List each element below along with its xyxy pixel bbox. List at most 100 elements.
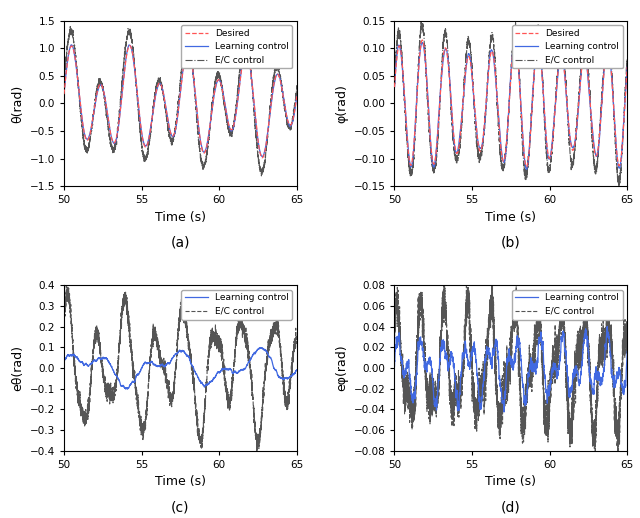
E/C control (67, 23, 74, 30)
E/C control (293, 87, 301, 93)
Desired (126, 42, 134, 49)
E/C control (390, 81, 398, 88)
Desired (282, 111, 290, 118)
E/C control (615, 182, 623, 189)
Learning control (172, 351, 180, 357)
Line: Desired: Desired (64, 46, 297, 157)
Text: (d): (d) (501, 500, 521, 514)
Learning control (153, 87, 161, 93)
Learning control (483, 85, 491, 91)
Line: Learning control: Learning control (394, 326, 627, 412)
Desired (106, 130, 114, 136)
Learning control (107, 130, 115, 136)
Learning control (138, 127, 145, 133)
Line: E/C control: E/C control (64, 286, 297, 452)
Learning control (138, 366, 145, 372)
Y-axis label: eφ(rad): eφ(rad) (335, 344, 348, 391)
E/C control (613, 428, 621, 435)
E/C control (437, 336, 445, 342)
E/C control (60, 307, 68, 313)
E/C control (417, 17, 425, 23)
Text: (b): (b) (501, 236, 521, 250)
Learning control (124, 386, 131, 392)
E/C control (63, 283, 70, 289)
E/C control (282, 113, 290, 120)
Learning control (172, 125, 180, 131)
Line: E/C control: E/C control (394, 271, 627, 462)
Learning control (153, 363, 161, 369)
Learning control (202, 382, 209, 388)
Learning control (502, 369, 510, 376)
Learning control (257, 344, 264, 351)
Line: Desired: Desired (394, 40, 627, 167)
Desired (202, 149, 209, 155)
Learning control (259, 153, 266, 160)
Desired (138, 127, 145, 133)
E/C control (257, 173, 265, 179)
Learning control (390, 84, 398, 91)
Learning control (437, 348, 445, 354)
E/C control (614, 459, 622, 465)
X-axis label: Time (s): Time (s) (155, 211, 206, 224)
Learning control (532, 53, 540, 59)
Learning control (613, 374, 621, 380)
E/C control (172, 118, 180, 124)
Desired (419, 37, 426, 43)
E/C control (253, 449, 260, 455)
E/C control (153, 332, 161, 338)
E/C control (502, 141, 510, 147)
E/C control (468, 364, 476, 370)
X-axis label: Time (s): Time (s) (155, 475, 206, 488)
Desired (60, 91, 68, 97)
E/C control (468, 60, 476, 66)
Legend: Desired, Learning control, E/C control: Desired, Learning control, E/C control (512, 25, 623, 68)
Learning control (293, 367, 301, 373)
E/C control (623, 338, 631, 344)
Desired (532, 50, 540, 56)
Desired (390, 84, 398, 90)
Learning control (623, 348, 631, 354)
X-axis label: Time (s): Time (s) (485, 475, 536, 488)
Desired (293, 93, 301, 99)
Text: (c): (c) (171, 500, 189, 514)
X-axis label: Time (s): Time (s) (485, 211, 536, 224)
Desired (468, 69, 476, 76)
E/C control (202, 160, 209, 166)
E/C control (282, 393, 290, 399)
Learning control (532, 371, 540, 377)
Desired (483, 84, 491, 91)
E/C control (483, 352, 491, 358)
E/C control (138, 427, 145, 434)
E/C control (623, 56, 631, 62)
Learning control (502, 144, 510, 150)
Desired (613, 150, 621, 156)
E/C control (483, 84, 491, 90)
Learning control (468, 69, 476, 75)
E/C control (502, 362, 510, 368)
Learning control (623, 64, 631, 70)
Y-axis label: eθ(rad): eθ(rad) (11, 345, 24, 391)
E/C control (613, 161, 621, 167)
Learning control (604, 323, 611, 329)
Legend: Learning control, E/C control: Learning control, E/C control (512, 290, 623, 320)
E/C control (532, 50, 540, 56)
Learning control (419, 39, 426, 46)
Learning control (202, 148, 209, 154)
E/C control (172, 367, 180, 373)
E/C control (202, 398, 209, 404)
Learning control (500, 409, 508, 415)
Learning control (613, 150, 621, 156)
Desired (623, 64, 631, 70)
Line: E/C control: E/C control (394, 20, 627, 185)
E/C control (107, 388, 115, 394)
E/C control (293, 335, 301, 341)
Desired (172, 124, 180, 130)
Learning control (293, 93, 301, 99)
Desired (153, 86, 161, 92)
Learning control (282, 375, 290, 381)
Line: Learning control: Learning control (64, 348, 297, 389)
E/C control (532, 336, 540, 342)
Learning control (390, 364, 398, 370)
E/C control (463, 268, 470, 275)
Learning control (468, 352, 476, 358)
